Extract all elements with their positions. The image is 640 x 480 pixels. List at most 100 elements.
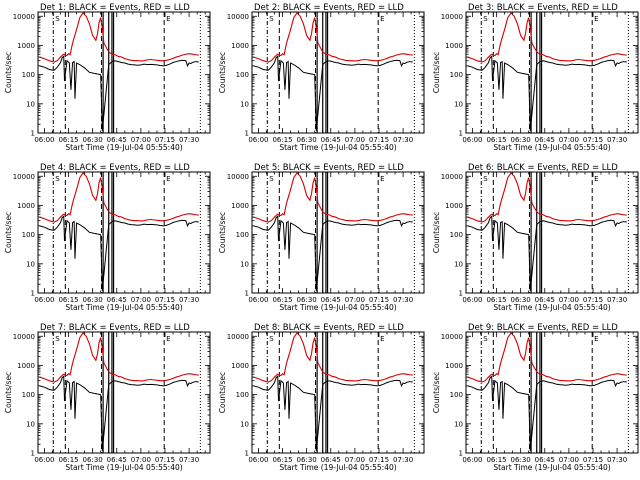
title-suffix: : BLACK = Events, RED = LLD (491, 163, 618, 173)
title-detector-number: 9 (486, 323, 491, 333)
title-prefix: Det (40, 163, 58, 173)
x-tick-label: 07:00 (559, 136, 579, 144)
marker-label: S (483, 15, 488, 23)
x-tick-label: 07:00 (131, 296, 151, 304)
plot-data (467, 332, 627, 451)
title-detector-number: 5 (272, 163, 277, 173)
y-tick-label: 100 (450, 71, 463, 79)
y-tick-label: 100 (236, 231, 249, 239)
axes-frame (251, 171, 425, 294)
panel-title: Det 3: BLACK = Events, RED = LLD (468, 3, 618, 13)
series-events-line (39, 375, 199, 451)
panel-title: Det 5: BLACK = Events, RED = LLD (254, 163, 404, 173)
y-tick-label: 10000 (13, 13, 35, 21)
y-tick-label: 10000 (441, 13, 463, 21)
y-tick-label: 1 (245, 130, 249, 138)
x-axis-label: Start Time (19-Jul-04 05:55:40) (279, 463, 396, 472)
title-suffix: : BLACK = Events, RED = LLD (277, 323, 404, 333)
y-axis-label: Counts/sec (4, 372, 13, 413)
title-suffix: : BLACK = Events, RED = LLD (63, 323, 190, 333)
title-prefix: Det (468, 323, 486, 333)
marker-label: S (55, 15, 60, 23)
x-tick-label: 06:00 (34, 296, 54, 304)
title-detector-number: 8 (272, 323, 277, 333)
y-tick-label: 10000 (13, 173, 35, 181)
y-tick-label: 10000 (227, 173, 249, 181)
x-tick-label: 06:45 (535, 136, 555, 144)
title-detector-number: 1 (58, 3, 63, 13)
y-axis-label: Counts/sec (4, 52, 13, 93)
title-detector-number: 3 (486, 3, 491, 13)
axes-frame (465, 11, 639, 134)
title-prefix: Det (468, 163, 486, 173)
y-tick-label: 10000 (13, 333, 35, 341)
x-tick-label: 06:15 (58, 136, 78, 144)
plot-data (253, 332, 413, 451)
series-lld-line (253, 12, 413, 63)
title-suffix: : BLACK = Events, RED = LLD (63, 3, 190, 13)
plot-area (252, 332, 424, 453)
y-tick-label: 1 (245, 450, 249, 458)
x-axis-label: Start Time (19-Jul-04 05:55:40) (279, 143, 396, 152)
x-tick-label: 06:00 (34, 136, 54, 144)
y-tick-label: 1000 (445, 42, 463, 50)
plot-area (466, 172, 638, 293)
title-prefix: Det (254, 163, 272, 173)
title-suffix: : BLACK = Events, RED = LLD (491, 323, 618, 333)
y-tick-label: 10 (26, 420, 35, 428)
panel-title: Det 2: BLACK = Events, RED = LLD (254, 3, 404, 13)
y-tick-label: 100 (450, 231, 463, 239)
x-tick-label: 06:15 (58, 296, 78, 304)
x-axis-label: Start Time (19-Jul-04 05:55:40) (65, 143, 182, 152)
x-tick-label: 07:00 (345, 296, 365, 304)
y-axis-label: Counts/sec (432, 212, 441, 253)
y-tick-label: 1 (245, 290, 249, 298)
series-lld-line (253, 332, 413, 383)
x-tick-label: 07:30 (607, 456, 627, 464)
series-events-line (39, 215, 199, 291)
y-axis-label: Counts/sec (218, 372, 227, 413)
x-axis-label: Start Time (19-Jul-04 05:55:40) (493, 143, 610, 152)
axes-frame (251, 331, 425, 454)
y-tick-label: 10000 (441, 173, 463, 181)
marker-label: E (594, 15, 598, 23)
marker-label: E (380, 175, 384, 183)
x-axis-label: Start Time (19-Jul-04 05:55:40) (493, 303, 610, 312)
x-tick-label: 06:45 (321, 456, 341, 464)
marker-label: E (166, 15, 170, 23)
x-tick-label: 07:00 (131, 136, 151, 144)
series-lld-line (39, 332, 199, 383)
plot-data (39, 172, 199, 291)
series-lld-line (253, 172, 413, 223)
x-tick-label: 06:45 (107, 136, 127, 144)
x-tick-label: 06:00 (34, 456, 54, 464)
y-tick-label: 1 (31, 130, 35, 138)
marker-label: E (594, 175, 598, 183)
y-tick-label: 1 (459, 290, 463, 298)
marker-label: E (380, 15, 384, 23)
x-tick-label: 06:30 (511, 456, 531, 464)
x-tick-label: 07:30 (607, 136, 627, 144)
x-tick-label: 07:30 (179, 136, 199, 144)
x-tick-label: 06:00 (248, 136, 268, 144)
panel-title: Det 7: BLACK = Events, RED = LLD (40, 323, 190, 333)
x-tick-label: 07:15 (369, 296, 389, 304)
series-lld-line (39, 172, 199, 223)
y-tick-label: 10000 (441, 333, 463, 341)
x-tick-label: 06:45 (535, 456, 555, 464)
x-tick-label: 06:00 (248, 296, 268, 304)
panel-title: Det 9: BLACK = Events, RED = LLD (468, 323, 618, 333)
x-tick-label: 06:30 (83, 456, 103, 464)
x-tick-label: 06:45 (535, 296, 555, 304)
x-tick-label: 06:00 (462, 456, 482, 464)
y-tick-label: 10 (240, 260, 249, 268)
x-axis-label: Start Time (19-Jul-04 05:55:40) (65, 463, 182, 472)
title-prefix: Det (40, 323, 58, 333)
panel-title: Det 1: BLACK = Events, RED = LLD (40, 3, 190, 13)
x-tick-label: 06:45 (321, 296, 341, 304)
x-tick-label: 07:30 (393, 456, 413, 464)
marker-label: E (594, 335, 598, 343)
